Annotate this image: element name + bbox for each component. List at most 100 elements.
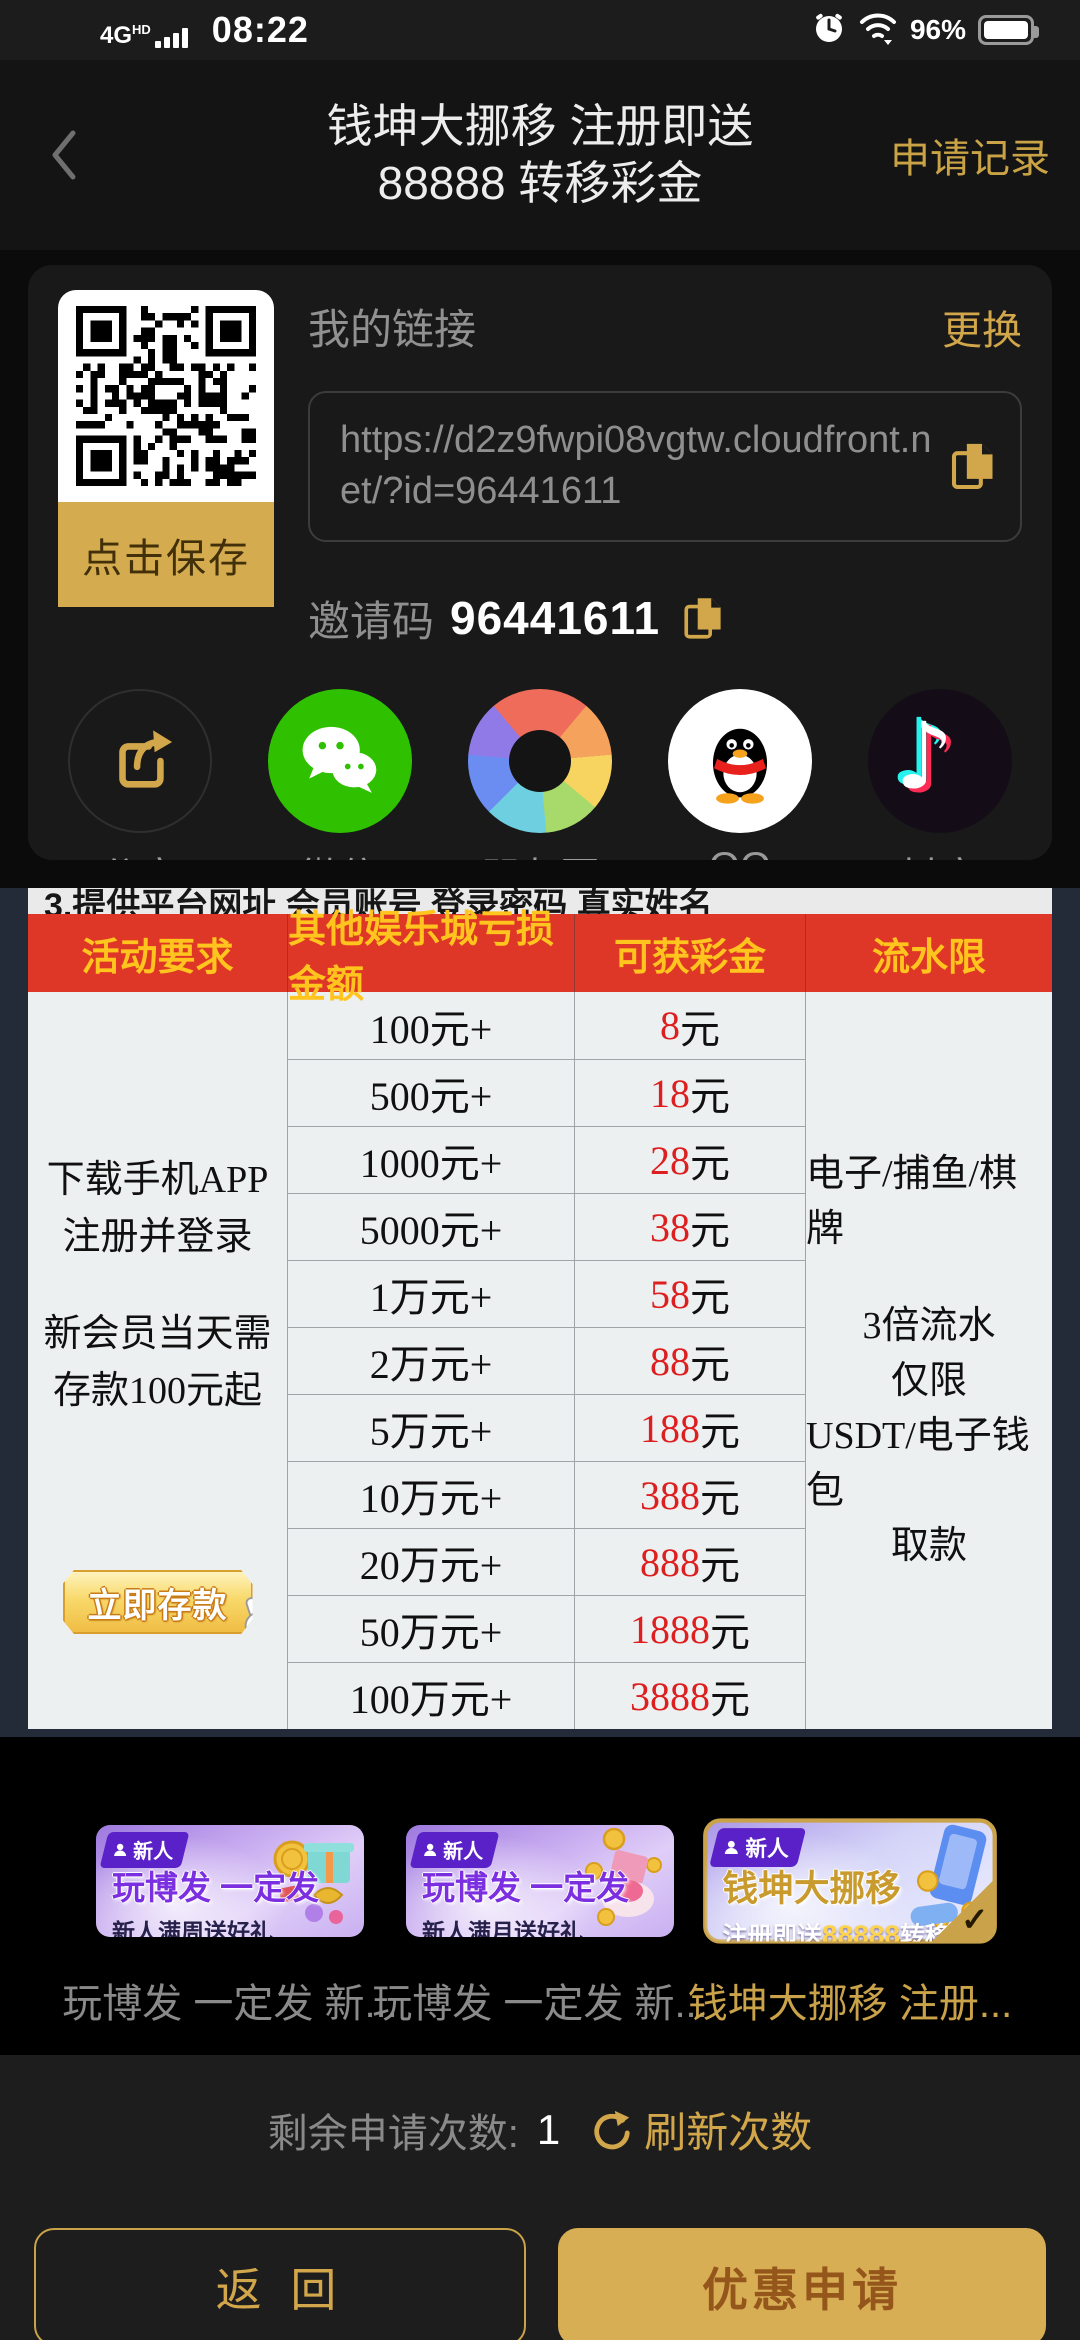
turnover-cell: 电子/捕鱼/棋牌 3倍流水 仅限 USDT/电子钱包 取款 [806, 992, 1052, 1729]
copy-url-icon[interactable] [946, 437, 1004, 495]
battery-icon [978, 15, 1039, 45]
bonus-value: 888 [640, 1539, 700, 1585]
turnover-line: 取款 [890, 1525, 967, 1568]
battery-percent-label: 96% [909, 14, 966, 45]
bonus-cell: 88 元 [575, 1328, 806, 1394]
table-row: 5000元+ 38 元 [288, 1193, 806, 1260]
promo-banner-section: 新人 玩博发 一定发 新人满周送好礼 玩博发 一定发 新... 新人 玩博发 一… [0, 1737, 1080, 2055]
header-turnover-limit: 流水限 [871, 936, 986, 979]
header-loss-amount: 其他娱乐城亏损金额 [288, 909, 575, 1006]
bonus-value: 88 [650, 1338, 690, 1384]
refresh-label: 刷新次数 [644, 2109, 813, 2156]
wechat-icon [268, 688, 412, 833]
banner-title: 玩博发 一定发 [422, 1869, 630, 1906]
banner-caption-selected[interactable]: 钱坤大挪移 注册... [687, 1982, 1013, 2026]
bonus-cell: 28 元 [575, 1127, 806, 1193]
table-row: 10万元+ 388 元 [288, 1461, 806, 1528]
share-item-wechat[interactable]: 微信 [264, 688, 416, 860]
douyin-icon: ♪ ♪ ♪ [868, 688, 1012, 833]
bonus-cell: 3888 元 [575, 1663, 806, 1729]
banner-title: 玩博发 一定发 [112, 1869, 320, 1906]
share-item-douyin[interactable]: ♪♪♪ 抖音 [864, 688, 1016, 860]
invite-card: 点击保存 我的链接 更换 https://d2z9fwpi08vgtw.clou… [28, 265, 1052, 860]
my-link-label: 我的链接 [308, 306, 477, 353]
invite-code-value: 96441611 [450, 592, 661, 645]
network-type-label: 4GHD [100, 22, 151, 49]
alarm-clock-icon [812, 11, 846, 50]
status-bar: 4GHD 08:22 96% [0, 0, 1080, 60]
gift-illustration [273, 1840, 354, 1924]
bonus-value: 38 [650, 1204, 690, 1250]
promo-banner-1[interactable]: 新人 玩博发 一定发 新人满周送好礼 [96, 1825, 364, 1937]
bonus-unit: 元 [700, 1409, 740, 1454]
bonus-cell: 58 元 [575, 1261, 806, 1327]
turnover-line: 电子/捕鱼/棋牌 [806, 1152, 1018, 1250]
banner-caption[interactable]: 玩博发 一定发 新... [62, 1982, 398, 2026]
loss-amount-cell: 500元+ [288, 1060, 575, 1126]
bonus-value: 18 [650, 1070, 690, 1116]
application-records-link[interactable]: 申请记录 [890, 137, 1050, 181]
share-icon [68, 688, 212, 833]
share-label: 朋友圈 [480, 845, 600, 860]
banner-caption[interactable]: 玩博发 一定发 新... [372, 1982, 708, 2026]
bonus-unit: 元 [690, 1208, 730, 1253]
table-row: 2万元+ 88 元 [288, 1327, 806, 1394]
page-title-line1: 钱坤大挪移 注册即送 [326, 99, 754, 152]
loss-amount-cell: 1万元+ [288, 1261, 575, 1327]
apply-promotion-button[interactable]: 优惠申请 [558, 2228, 1046, 2340]
banner-title: 钱坤大挪移 [722, 1868, 901, 1908]
newbie-badge: 新人 [99, 1832, 190, 1868]
refresh-count-button[interactable]: 刷新次数 [588, 2099, 812, 2160]
bonus-unit: 元 [690, 1275, 730, 1320]
signal-bars-icon [154, 26, 188, 48]
back-button[interactable]: 返 回 [34, 2228, 526, 2340]
bonus-unit: 元 [700, 1543, 740, 1588]
promo-banner-2[interactable]: 新人 玩博发 一定发 新人满月送好礼 [406, 1825, 674, 1937]
table-row: 5万元+ 188 元 [288, 1394, 806, 1461]
hand-pointer-icon [233, 1593, 253, 1634]
copy-invite-code-icon[interactable] [676, 589, 734, 647]
promo-table: 活动要求 其他娱乐城亏损金额 可获彩金 流水限 下载手机APP 注册并登录 新会… [28, 909, 1052, 1729]
loss-amount-cell: 5000元+ [288, 1194, 575, 1260]
invite-card-section: 点击保存 我的链接 更换 https://d2z9fwpi08vgtw.clou… [0, 250, 1080, 888]
share-item-qq[interactable]: QQ [664, 688, 816, 860]
network-indicator: 4GHD [100, 23, 188, 48]
deposit-now-button[interactable]: 立即存款 [62, 1570, 253, 1634]
bonus-cell: 388 元 [575, 1462, 806, 1528]
notice-text: 3.提供平台网址 会员账号 登录密码 真实姓名 [44, 888, 713, 914]
bonus-unit: 元 [690, 1141, 730, 1186]
banner-subtitle: 新人满周送好礼 [112, 1919, 273, 1937]
share-label: QQ [709, 845, 771, 860]
table-row: 1万元+ 58 元 [288, 1260, 806, 1327]
turnover-line: USDT/电子钱包 [806, 1415, 1030, 1513]
invite-code-label: 邀请码 [308, 597, 435, 645]
invite-url-box: https://d2z9fwpi08vgtw.cloudfront.net/?i… [308, 391, 1022, 542]
bonus-cell: 38 元 [575, 1194, 806, 1260]
header-activity-requirement: 活动要求 [28, 914, 288, 992]
bonus-highlight: 88888 [821, 1918, 901, 1942]
bonus-value: 58 [650, 1271, 690, 1317]
turnover-line: 3倍流水 [862, 1304, 996, 1347]
page-title: 钱坤大挪移 注册即送 88888 转移彩金 [327, 98, 754, 213]
share-label: 抖音 [900, 845, 980, 860]
newbie-badge: 新人 [409, 1832, 500, 1868]
requirement-line: 新会员当天需 [43, 1313, 272, 1355]
qr-save-block[interactable]: 点击保存 [58, 290, 274, 649]
loss-amount-cell: 5万元+ [288, 1395, 575, 1461]
refresh-icon [594, 2110, 630, 2149]
loss-amount-cell: 10万元+ [288, 1462, 575, 1528]
table-row: 1000元+ 28 元 [288, 1126, 806, 1193]
share-item-moments[interactable]: 朋友圈 [464, 688, 616, 860]
invite-url-text: https://d2z9fwpi08vgtw.cloudfront.net/?i… [340, 419, 932, 513]
table-row: 20万元+ 888 元 [288, 1528, 806, 1595]
back-chevron-icon[interactable] [34, 120, 94, 190]
requirement-cell: 下载手机APP 注册并登录 新会员当天需 存款100元起 立即存款 [28, 992, 288, 1729]
share-item-share[interactable]: 分享 [64, 688, 216, 860]
change-link-button[interactable]: 更换 [942, 308, 1022, 353]
qr-save-button[interactable]: 点击保存 [58, 502, 274, 607]
loss-amount-cell: 50万元+ [288, 1596, 575, 1662]
qr-code [58, 290, 274, 502]
